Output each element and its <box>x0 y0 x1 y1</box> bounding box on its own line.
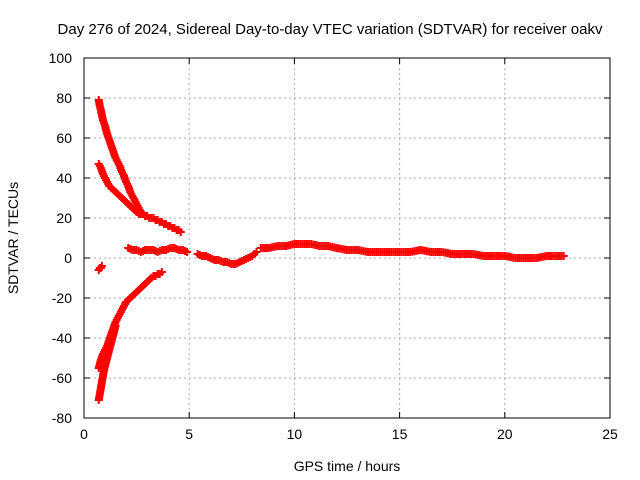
y-tick-label: -60 <box>52 370 72 386</box>
y-tick-label: 60 <box>56 130 72 146</box>
y-tick-label: 20 <box>56 210 72 226</box>
x-axis-label: GPS time / hours <box>294 458 401 474</box>
data-point <box>97 262 106 270</box>
series-short-segment <box>94 262 106 274</box>
data-point <box>176 228 185 236</box>
y-tick-label: 100 <box>49 50 73 66</box>
data-point <box>157 268 166 276</box>
x-tick-label: 10 <box>287 426 303 442</box>
axis-ticks: 0 5 10 15 20 25 -80 -60 -40 -20 0 20 40 60 80 100 <box>49 50 618 442</box>
series-near-zero-segment-1 <box>124 244 192 256</box>
data-point <box>252 248 261 256</box>
y-tick-label: 0 <box>64 250 72 266</box>
plot-frame <box>83 57 611 419</box>
data-point <box>183 248 192 256</box>
y-tick-label: 80 <box>56 90 72 106</box>
x-tick-label: 0 <box>80 426 88 442</box>
series-lower-arc-b <box>94 268 166 372</box>
x-tick-label: 20 <box>497 426 513 442</box>
data-points <box>94 96 568 404</box>
y-tick-label: -80 <box>52 410 72 426</box>
x-tick-label: 15 <box>392 426 408 442</box>
series-trough-segment <box>193 248 261 268</box>
y-tick-label: -40 <box>52 330 72 346</box>
grid <box>84 58 610 418</box>
chart-title: Day 276 of 2024, Sidereal Day-to-day VTE… <box>58 21 603 38</box>
x-tick-label: 25 <box>602 426 618 442</box>
data-point <box>559 252 568 260</box>
y-tick-label: 40 <box>56 170 72 186</box>
y-tick-label: -20 <box>52 290 72 306</box>
y-axis-label: SDTVAR / TECUs <box>5 182 21 294</box>
series-long-flat-segment <box>256 240 568 262</box>
x-tick-label: 5 <box>185 426 193 442</box>
series-upper-shallow-arc <box>94 160 185 236</box>
